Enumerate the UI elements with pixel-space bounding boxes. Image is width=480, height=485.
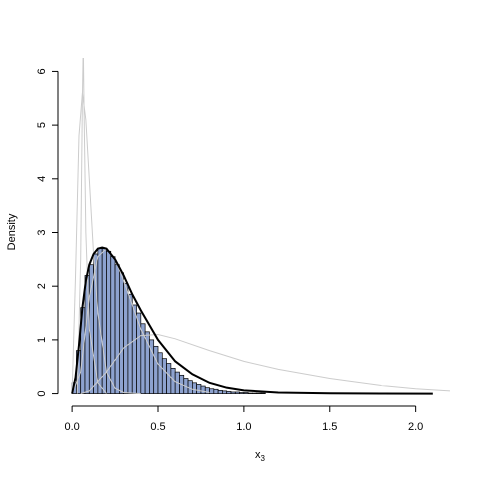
histogram-bar: [114, 264, 120, 394]
histogram-bar: [260, 392, 266, 394]
x-tick-label: 0.5: [150, 421, 165, 433]
histogram-bar: [247, 392, 253, 394]
histogram-bar: [136, 312, 142, 394]
histogram-bar: [196, 384, 202, 394]
histogram-bar: [192, 382, 197, 394]
y-tick-label: 2: [36, 283, 48, 289]
x-axis-label: x3: [255, 449, 266, 463]
y-tick-label: 3: [36, 229, 48, 235]
histogram-bar: [243, 392, 249, 394]
histogram-bar: [101, 248, 107, 394]
y-tick-label: 5: [36, 122, 48, 128]
histogram-bar: [200, 385, 206, 394]
histogram-bar: [226, 391, 232, 394]
density-curve: [76, 58, 107, 394]
density-curve: [71, 92, 141, 395]
histogram-bar: [217, 390, 223, 394]
histogram-bar: [119, 272, 124, 394]
density-curve: [71, 247, 210, 394]
x-label-sub: 3: [261, 454, 266, 463]
histogram-bar: [161, 358, 167, 394]
plot-area: [71, 58, 450, 395]
histogram-bar: [234, 391, 240, 394]
histogram-bar: [106, 250, 112, 394]
histogram-bar: [230, 391, 236, 394]
histogram-bar: [123, 283, 129, 394]
histogram-bar: [256, 392, 262, 394]
histogram-bar: [84, 275, 90, 394]
y-tick-label: 0: [36, 391, 48, 397]
histogram-bar: [144, 331, 150, 394]
histogram-bar: [187, 380, 193, 394]
x-label-base: x: [255, 449, 261, 461]
x-tick-label: 2.0: [408, 421, 423, 433]
histogram-bar: [166, 363, 172, 394]
histogram-bar: [239, 392, 245, 394]
density-curve: [71, 246, 433, 395]
density-curve: [80, 334, 450, 395]
histogram-bar: [153, 345, 159, 394]
y-tick-label: 1: [36, 337, 48, 343]
histogram-bar: [209, 388, 215, 394]
x-tick-label: 0.0: [64, 421, 79, 433]
histogram-bar: [252, 392, 258, 394]
y-tick-label: 4: [36, 176, 48, 182]
histogram-bar: [157, 352, 163, 394]
histogram-bar: [88, 264, 94, 394]
x-tick-label: 1.0: [236, 421, 251, 433]
y-axis-label: Density: [6, 213, 18, 250]
histogram-bar: [131, 304, 137, 394]
x-tick-label: 1.5: [322, 421, 337, 433]
histogram-bar: [110, 256, 116, 394]
histogram-bar: [97, 248, 103, 394]
histogram-bar: [222, 390, 228, 394]
y-tick-label: 6: [36, 68, 48, 74]
histogram-bar: [213, 388, 219, 394]
